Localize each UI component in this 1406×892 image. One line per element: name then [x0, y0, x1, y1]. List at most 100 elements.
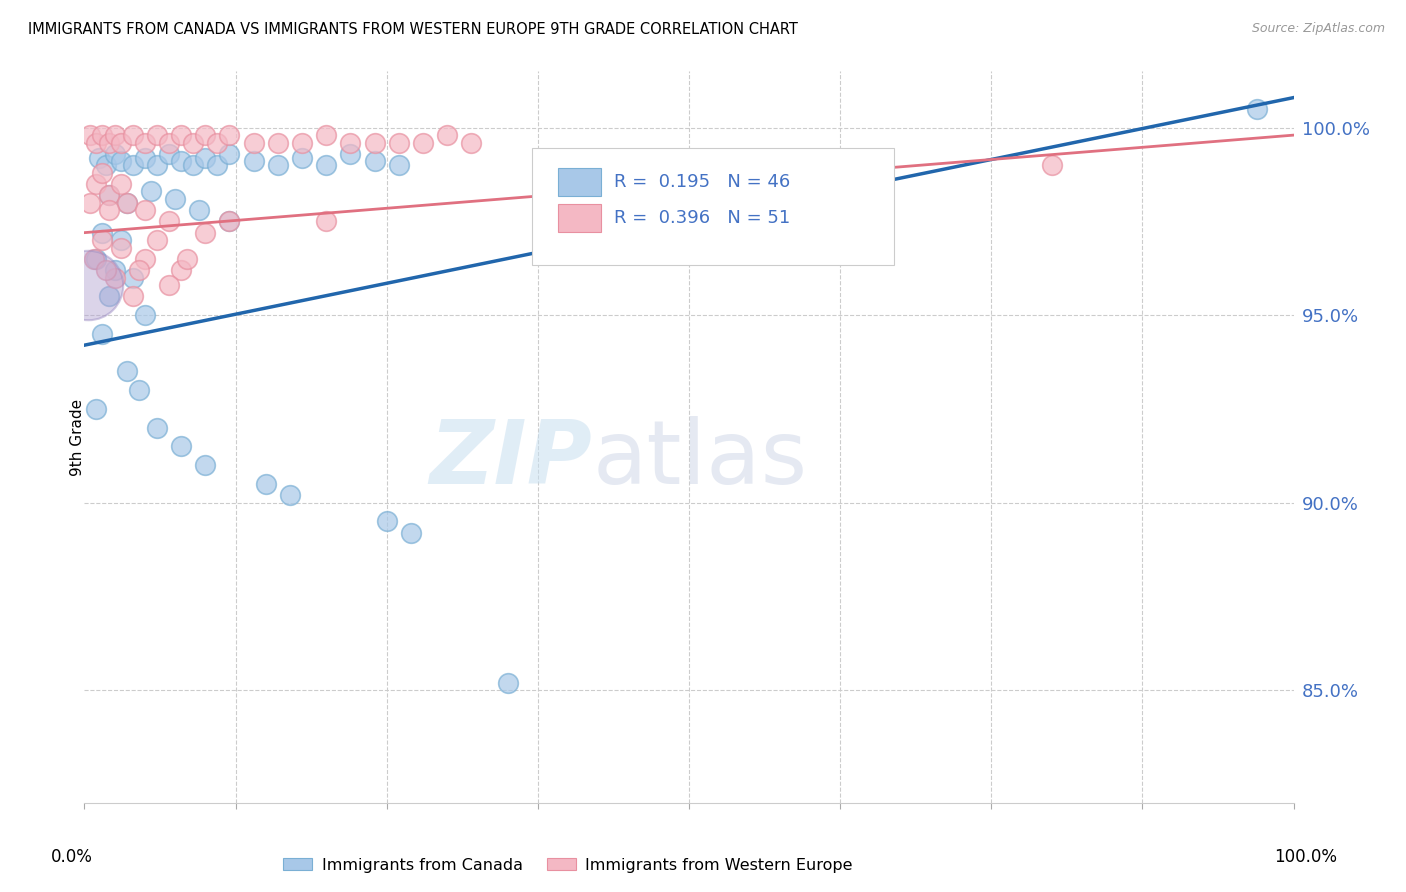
Point: [97, 289, 120, 303]
Point: [242, 154, 264, 169]
Point: [97, 203, 120, 218]
Point: [181, 158, 204, 172]
Point: [194, 128, 217, 142]
Point: [110, 177, 132, 191]
Point: [363, 154, 385, 169]
Point: [315, 158, 337, 172]
Point: [97, 136, 120, 150]
Point: [1246, 102, 1268, 116]
Point: [157, 214, 180, 228]
Point: [194, 151, 217, 165]
Point: [110, 233, 132, 247]
FancyBboxPatch shape: [531, 148, 894, 265]
Point: [170, 440, 193, 454]
Point: [388, 158, 411, 172]
Point: [121, 158, 143, 172]
Point: [254, 477, 277, 491]
Point: [1040, 158, 1063, 172]
Text: 100.0%: 100.0%: [1274, 847, 1337, 866]
Point: [315, 214, 337, 228]
FancyBboxPatch shape: [558, 204, 600, 232]
Point: [363, 136, 385, 150]
Point: [97, 188, 120, 202]
Point: [91, 128, 114, 142]
Point: [110, 241, 132, 255]
Point: [460, 136, 482, 150]
Point: [388, 136, 411, 150]
Text: IMMIGRANTS FROM CANADA VS IMMIGRANTS FROM WESTERN EUROPE 9TH GRADE CORRELATION C: IMMIGRANTS FROM CANADA VS IMMIGRANTS FRO…: [28, 22, 799, 37]
Point: [115, 195, 138, 210]
Point: [77, 278, 100, 293]
Point: [176, 252, 198, 266]
Point: [134, 151, 156, 165]
Point: [267, 136, 290, 150]
Point: [104, 147, 127, 161]
Point: [218, 214, 240, 228]
Point: [218, 147, 240, 161]
Point: [104, 128, 127, 142]
Text: Source: ZipAtlas.com: Source: ZipAtlas.com: [1251, 22, 1385, 36]
Point: [128, 263, 150, 277]
Point: [134, 308, 156, 322]
Point: [86, 136, 108, 150]
Point: [134, 136, 156, 150]
Point: [291, 136, 314, 150]
Point: [188, 203, 211, 218]
Point: [146, 233, 169, 247]
Point: [104, 270, 127, 285]
Point: [110, 154, 132, 169]
Point: [91, 226, 114, 240]
Point: [134, 252, 156, 266]
Point: [436, 128, 458, 142]
Point: [128, 383, 150, 397]
Point: [375, 515, 398, 529]
Point: [170, 263, 193, 277]
Point: [79, 195, 101, 210]
Point: [399, 525, 422, 540]
Point: [170, 128, 193, 142]
Point: [181, 136, 204, 150]
Point: [157, 136, 180, 150]
Point: [267, 158, 290, 172]
Point: [134, 203, 156, 218]
Point: [104, 263, 127, 277]
Point: [146, 420, 169, 434]
Point: [170, 154, 193, 169]
Point: [291, 151, 314, 165]
FancyBboxPatch shape: [558, 168, 600, 195]
Point: [87, 151, 110, 165]
Point: [86, 252, 108, 266]
Point: [194, 458, 217, 473]
Point: [157, 147, 180, 161]
Text: atlas: atlas: [592, 416, 807, 502]
Point: [146, 128, 169, 142]
Y-axis label: 9th Grade: 9th Grade: [70, 399, 84, 475]
Point: [139, 185, 162, 199]
Point: [496, 675, 519, 690]
Point: [83, 252, 105, 266]
Point: [115, 364, 138, 378]
Point: [799, 241, 821, 255]
Point: [91, 233, 114, 247]
Point: [97, 188, 120, 202]
Text: R =  0.195   N = 46: R = 0.195 N = 46: [614, 173, 790, 191]
Point: [86, 401, 108, 416]
Point: [218, 128, 240, 142]
Legend: Immigrants from Canada, Immigrants from Western Europe: Immigrants from Canada, Immigrants from …: [277, 851, 859, 879]
Text: 0.0%: 0.0%: [52, 847, 93, 866]
Point: [157, 278, 180, 293]
Point: [121, 289, 143, 303]
Text: ZIP: ZIP: [429, 416, 592, 502]
Point: [218, 214, 240, 228]
Text: R =  0.396   N = 51: R = 0.396 N = 51: [614, 210, 790, 227]
Point: [412, 136, 434, 150]
Point: [165, 192, 187, 206]
Point: [79, 128, 101, 142]
Point: [146, 158, 169, 172]
Point: [94, 263, 117, 277]
Point: [242, 136, 264, 150]
Point: [278, 488, 301, 502]
Point: [207, 136, 229, 150]
Point: [339, 136, 361, 150]
Point: [91, 326, 114, 341]
